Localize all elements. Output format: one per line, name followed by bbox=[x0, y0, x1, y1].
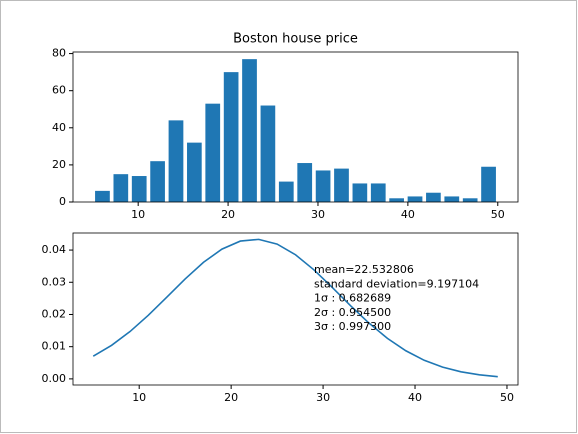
annotation: 2σ : 0.954500 bbox=[314, 306, 391, 319]
axes-frame bbox=[72, 51, 519, 203]
x-tick-label: 30 bbox=[311, 208, 325, 221]
x-tick-label: 10 bbox=[132, 391, 146, 404]
bar bbox=[168, 120, 184, 202]
bar bbox=[187, 142, 202, 202]
y-tick-label: 80 bbox=[52, 47, 66, 60]
x-tick-label: 40 bbox=[401, 208, 415, 221]
y-tick-label: 40 bbox=[52, 121, 66, 134]
bar bbox=[389, 198, 404, 202]
bar bbox=[352, 183, 368, 202]
bar bbox=[95, 190, 110, 202]
x-tick-label: 50 bbox=[500, 391, 514, 404]
annotation: standard deviation=9.197104 bbox=[314, 277, 479, 290]
x-tick-label: 20 bbox=[224, 391, 238, 404]
y-tick-label: 20 bbox=[52, 158, 66, 171]
x-tick-label: 50 bbox=[491, 208, 505, 221]
line bbox=[92, 238, 498, 378]
bar bbox=[462, 198, 478, 202]
bar bbox=[334, 168, 349, 202]
bar bbox=[426, 192, 441, 202]
y-tick-label: 0.02 bbox=[42, 307, 67, 320]
y-tick-label: 0.04 bbox=[42, 243, 67, 256]
y-tick-label: 0.00 bbox=[42, 372, 67, 385]
x-tick-label: 10 bbox=[131, 208, 145, 221]
y-tick-label: 0 bbox=[59, 195, 66, 208]
bar bbox=[260, 105, 276, 202]
bar bbox=[297, 163, 313, 202]
bar bbox=[407, 196, 423, 202]
x-tick-label: 20 bbox=[221, 208, 235, 221]
x-tick-label: 30 bbox=[316, 391, 330, 404]
annotation: 1σ : 0.682689 bbox=[314, 292, 391, 305]
bar bbox=[150, 161, 165, 202]
chart-title: Boston house price bbox=[233, 32, 358, 47]
axes-frame bbox=[72, 232, 519, 386]
y-tick-label: 0.01 bbox=[42, 340, 67, 353]
annotation: 3σ : 0.997300 bbox=[314, 320, 391, 333]
bar bbox=[444, 196, 460, 202]
bar bbox=[113, 174, 129, 202]
y-tick-label: 60 bbox=[52, 84, 66, 97]
bar bbox=[370, 183, 386, 202]
bar bbox=[315, 170, 331, 202]
bar bbox=[242, 59, 257, 203]
bar bbox=[205, 103, 221, 202]
bar bbox=[481, 166, 496, 202]
bar bbox=[278, 181, 294, 202]
bar bbox=[131, 176, 147, 202]
y-tick-label: 0.03 bbox=[42, 275, 67, 288]
annotation: mean=22.532806 bbox=[314, 263, 414, 276]
x-tick-label: 40 bbox=[408, 391, 422, 404]
bar bbox=[223, 72, 239, 202]
